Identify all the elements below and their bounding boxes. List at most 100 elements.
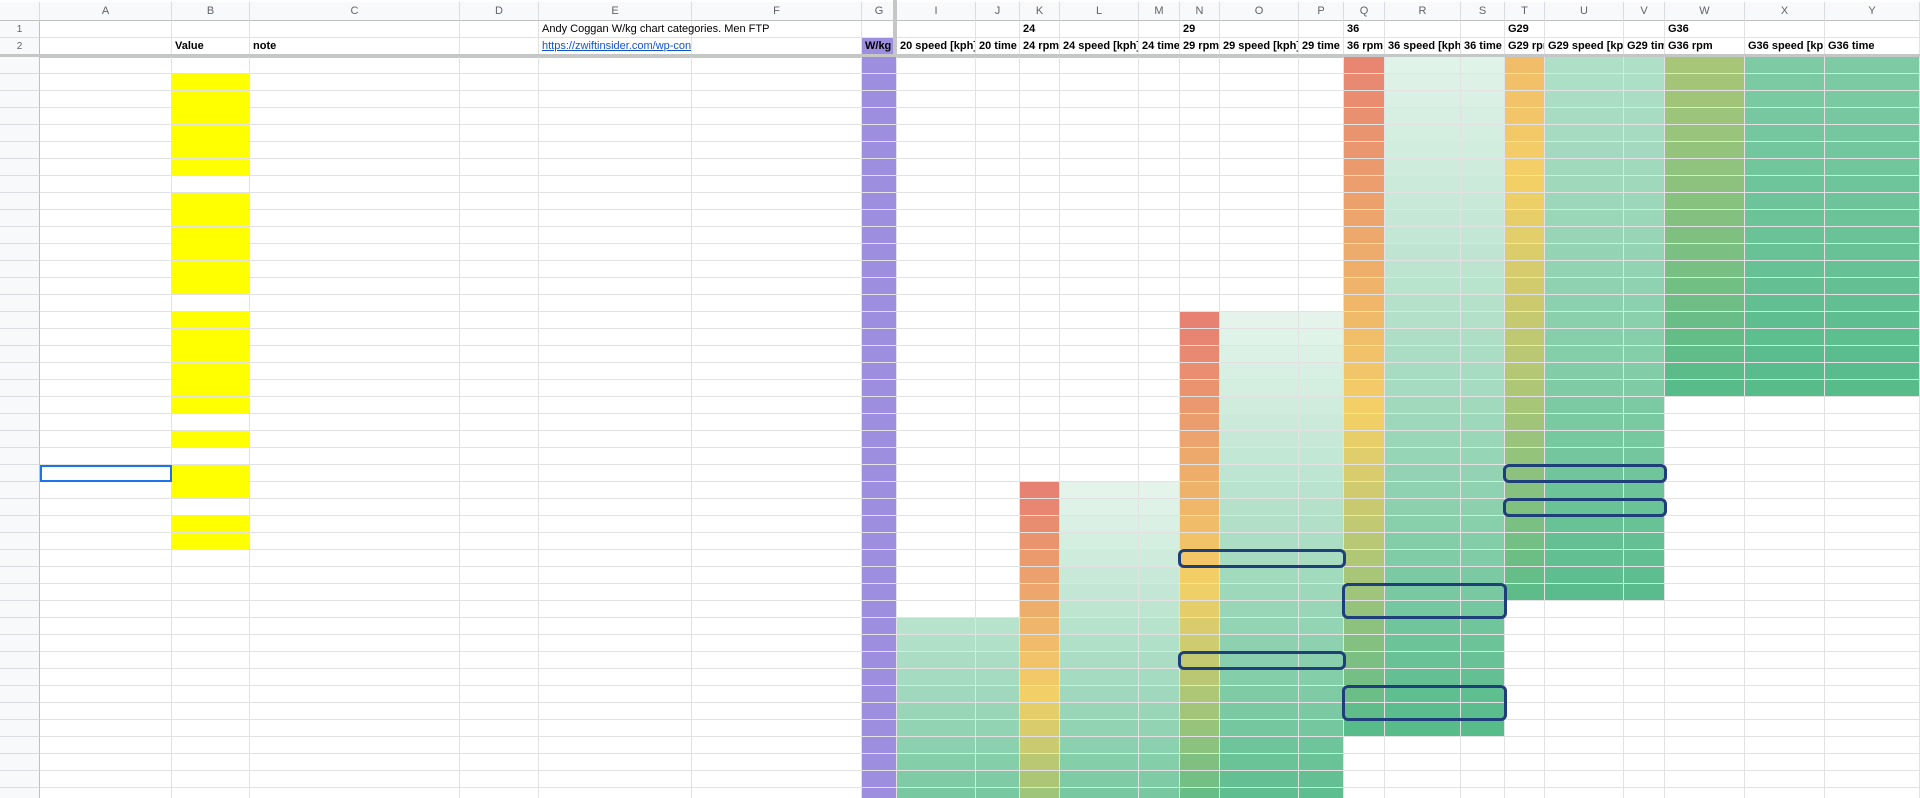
header-cell-r2-o[interactable]: 29 speed [kph] [1220,38,1299,55]
cell-e11[interactable] [539,74,692,91]
cell-x11[interactable] [1745,74,1825,91]
cell-f32[interactable] [692,431,862,448]
cell-m53[interactable] [1139,788,1180,798]
cell-l34[interactable] [1060,465,1139,482]
cell-t33[interactable] [1505,448,1545,465]
cell-d46[interactable] [460,669,539,686]
cell-b47[interactable] [172,686,250,703]
cell-o16[interactable] [1220,159,1299,176]
cell-w43[interactable] [1665,618,1745,635]
cell-i28[interactable] [897,363,976,380]
cell-v15[interactable] [1624,142,1665,159]
cell-i30[interactable] [897,397,976,414]
cell-p11[interactable] [1299,74,1344,91]
cell-b16[interactable] [172,159,250,176]
cell-c25[interactable] [250,312,460,329]
cell-q33[interactable] [1344,448,1385,465]
cell-c46[interactable] [250,669,460,686]
cell-k45[interactable] [1020,652,1060,669]
cell-r48[interactable] [1385,703,1461,720]
cell-d22[interactable] [460,261,539,278]
cell-o33[interactable] [1220,448,1299,465]
cell-j35[interactable] [976,482,1020,499]
cell-s23[interactable] [1461,278,1505,295]
cell-y40[interactable] [1825,567,1920,584]
cell-v14[interactable] [1624,125,1665,142]
cell-y34[interactable] [1825,465,1920,482]
cell-o42[interactable] [1220,601,1299,618]
cell-s32[interactable] [1461,431,1505,448]
cell-g23[interactable] [862,278,897,295]
cell-v46[interactable] [1624,669,1665,686]
cell-j36[interactable] [976,499,1020,516]
header-cell-r1-u[interactable] [1545,21,1624,38]
cell-k22[interactable] [1020,261,1060,278]
cell-k34[interactable] [1020,465,1060,482]
cell-x52[interactable] [1745,771,1825,788]
cell-v22[interactable] [1624,261,1665,278]
cell-x21[interactable] [1745,244,1825,261]
cell-a52[interactable] [40,771,172,788]
cell-p37[interactable] [1299,516,1344,533]
cell-e38[interactable] [539,533,692,550]
cell-l52[interactable] [1060,771,1139,788]
cell-i23[interactable] [897,278,976,295]
cell-v32[interactable] [1624,431,1665,448]
cell-l45[interactable] [1060,652,1139,669]
cell-n12[interactable] [1180,91,1220,108]
cell-f12[interactable] [692,91,862,108]
cell-w35[interactable] [1665,482,1745,499]
cell-l44[interactable] [1060,635,1139,652]
cell-q19[interactable] [1344,210,1385,227]
cell-j12[interactable] [976,91,1020,108]
cell-n41[interactable] [1180,584,1220,601]
cell-q18[interactable] [1344,193,1385,210]
cell-s44[interactable] [1461,635,1505,652]
cell-d35[interactable] [460,482,539,499]
cell-f33[interactable] [692,448,862,465]
cell-j18[interactable] [976,193,1020,210]
cell-o35[interactable] [1220,482,1299,499]
cell-j16[interactable] [976,159,1020,176]
cell-m30[interactable] [1139,397,1180,414]
header-cell-r1-v[interactable] [1624,21,1665,38]
column-header-m[interactable]: M [1139,2,1180,21]
cell-x19[interactable] [1745,210,1825,227]
cell-c44[interactable] [250,635,460,652]
cell-b20[interactable] [172,227,250,244]
cell-k27[interactable] [1020,346,1060,363]
cell-q25[interactable] [1344,312,1385,329]
cell-d38[interactable] [460,533,539,550]
cell-x45[interactable] [1745,652,1825,669]
cell-l53[interactable] [1060,788,1139,798]
row-header-21[interactable] [0,244,40,261]
cell-n33[interactable] [1180,448,1220,465]
cell-b15[interactable] [172,142,250,159]
header-cell-r1-o[interactable] [1220,21,1299,38]
column-header-c[interactable]: C [250,2,460,21]
cell-v45[interactable] [1624,652,1665,669]
cell-j40[interactable] [976,567,1020,584]
cell-u24[interactable] [1545,295,1624,312]
cell-i36[interactable] [897,499,976,516]
cell-u53[interactable] [1545,788,1624,798]
cell-e45[interactable] [539,652,692,669]
cell-e48[interactable] [539,703,692,720]
cell-f43[interactable] [692,618,862,635]
cell-w31[interactable] [1665,414,1745,431]
cell-g18[interactable] [862,193,897,210]
cell-c34[interactable] [250,465,460,482]
cell-y23[interactable] [1825,278,1920,295]
header-cell-r2-i[interactable]: 20 speed [kph] [897,38,976,55]
cell-j19[interactable] [976,210,1020,227]
column-header-q[interactable]: Q [1344,2,1385,21]
cell-w34[interactable] [1665,465,1745,482]
cell-a50[interactable] [40,737,172,754]
cell-p28[interactable] [1299,363,1344,380]
cell-t49[interactable] [1505,720,1545,737]
cell-y49[interactable] [1825,720,1920,737]
cell-i12[interactable] [897,91,976,108]
header-cell-r1-p[interactable] [1299,21,1344,38]
cell-k41[interactable] [1020,584,1060,601]
cell-v52[interactable] [1624,771,1665,788]
